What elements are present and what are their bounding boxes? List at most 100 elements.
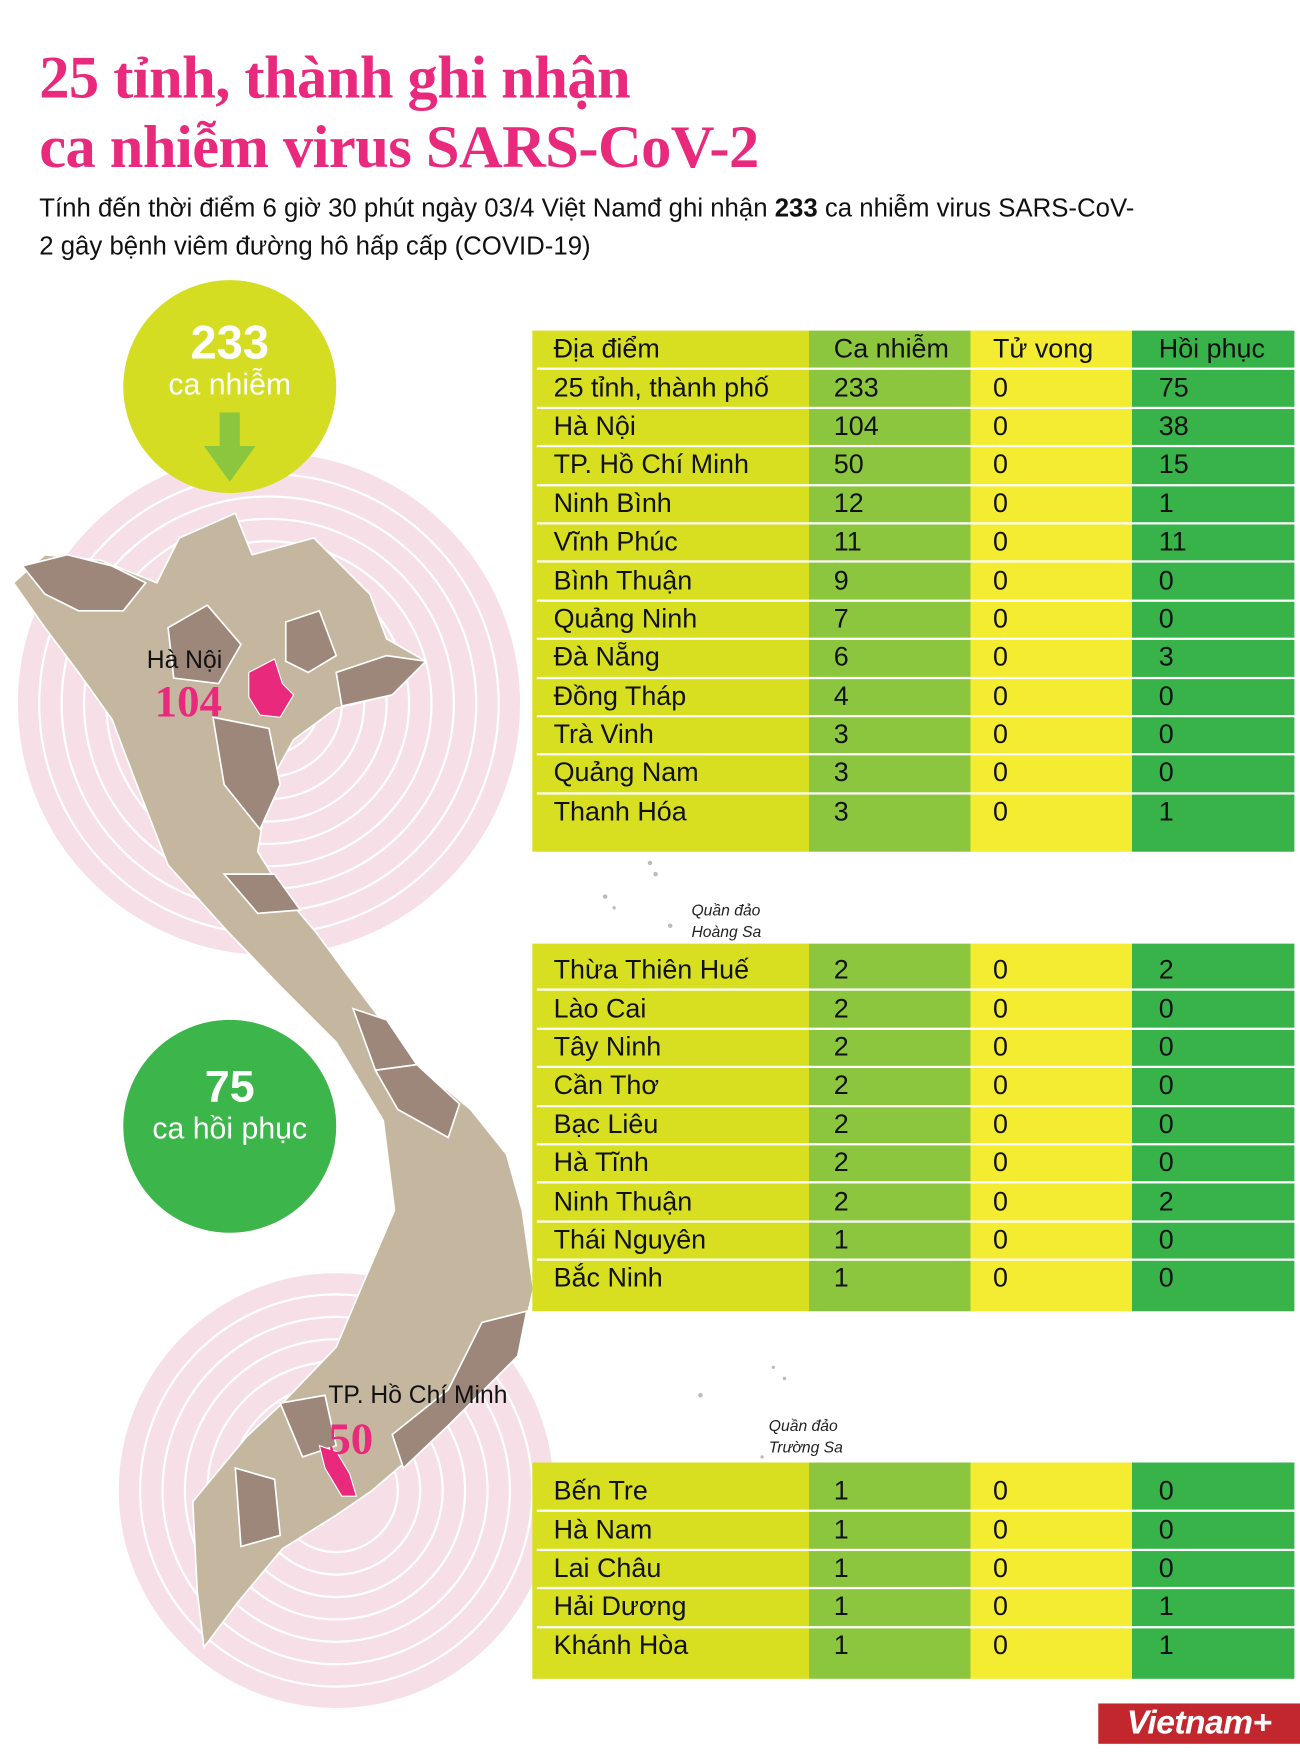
cell-deaths: 0 <box>992 411 1008 442</box>
cases-table-part-3: Bến Tre 1 0 0 Hà Nam 1 0 0 Lai Châu 1 0 0 Hải Dương 1… <box>532 1462 1295 1679</box>
cell-deaths: 0 <box>992 1263 1008 1294</box>
cell-location: Cần Thơ <box>553 1070 659 1101</box>
cell-recovered: 1 <box>1158 796 1174 827</box>
table-row: Hà Nam 1 0 0 <box>532 1511 1295 1552</box>
cell-recovered: 11 <box>1158 526 1187 558</box>
paracel-line-2: Hoàng Sa <box>691 922 762 941</box>
cell-infected: 1 <box>833 1476 849 1507</box>
cell-deaths: 0 <box>992 719 1008 750</box>
cell-recovered: 75 <box>1158 372 1189 403</box>
cell-deaths: 0 <box>992 1514 1008 1545</box>
cell-location: Hà Tĩnh <box>553 1147 649 1179</box>
title-line-1: 25 tỉnh, thành ghi nhận <box>39 43 631 111</box>
cell-location: Quảng Ninh <box>553 603 698 635</box>
cell-infected: 2 <box>833 955 849 986</box>
cell-deaths: 0 <box>992 758 1008 789</box>
cell-deaths: 0 <box>992 1147 1008 1179</box>
table-row: Thừa Thiên Huế 2 0 2 <box>532 951 1295 992</box>
cell-location: TP. Hồ Chí Minh <box>553 449 749 481</box>
cell-infected: 2 <box>833 1109 849 1140</box>
cell-recovered: 38 <box>1158 411 1189 442</box>
cases-table-part-1: Địa điểm Ca nhiễm Tử vong Hồi phục 25 tỉ… <box>532 330 1295 852</box>
cell-infected: 9 <box>833 565 849 596</box>
cell-recovered: 1 <box>1158 1591 1174 1623</box>
cell-recovered: 3 <box>1158 642 1174 673</box>
table-row: Hải Dương 1 0 1 <box>532 1588 1295 1629</box>
cell-infected: 1 <box>833 1514 849 1545</box>
cell-infected: 2 <box>833 1032 849 1063</box>
cell-infected: 12 <box>833 488 864 519</box>
cell-deaths: 0 <box>992 1109 1008 1140</box>
cell-deaths: 0 <box>992 372 1008 403</box>
cell-location: Thừa Thiên Huế <box>553 955 750 986</box>
recovered-summary-badge: 75 ca hồi phục <box>123 1019 337 1233</box>
table-row: Khánh Hòa 1 0 1 <box>532 1627 1294 1666</box>
infected-summary-badge: 233 ca nhiễm <box>123 280 337 494</box>
cell-recovered: 1 <box>1158 488 1174 519</box>
recovered-count: 75 <box>204 1062 255 1112</box>
cell-deaths: 0 <box>992 955 1008 986</box>
hanoi-region <box>248 658 295 718</box>
title-line-2: ca nhiễm virus SARS-CoV-2 <box>39 113 759 181</box>
table-row: Ninh Bình 12 0 1 <box>532 485 1295 525</box>
table-row: Lào Cai 2 0 0 <box>532 990 1295 1031</box>
cell-infected: 1 <box>833 1553 849 1584</box>
cell-deaths: 0 <box>992 526 1008 558</box>
header-recovered: Hồi phục <box>1158 334 1265 365</box>
cell-recovered: 0 <box>1158 681 1174 712</box>
cell-infected: 4 <box>833 681 849 712</box>
cell-deaths: 0 <box>992 449 1008 481</box>
table-row: Bến Tre 1 0 0 <box>532 1473 1295 1513</box>
table-row: Lai Châu 1 0 0 <box>532 1550 1295 1590</box>
cell-recovered: 0 <box>1158 993 1174 1024</box>
table-row: Hà Tĩnh 2 0 0 <box>532 1144 1295 1185</box>
cell-deaths: 0 <box>992 1032 1008 1063</box>
cell-infected: 2 <box>833 993 849 1024</box>
cell-infected: 104 <box>833 411 879 442</box>
table-row: TP. Hồ Chí Minh 50 0 15 <box>532 446 1295 487</box>
spratly-line-2: Trường Sa <box>768 1437 843 1456</box>
cases-table-part-2: Thừa Thiên Huế 2 0 2 Lào Cai 2 0 0 Tây Ninh 2 0 0 Cầ… <box>532 943 1295 1312</box>
cell-location: 25 tỉnh, thành phố <box>553 372 769 403</box>
cell-infected: 6 <box>833 642 849 673</box>
cell-recovered: 0 <box>1158 1070 1174 1101</box>
cell-recovered: 1 <box>1158 1630 1174 1661</box>
arrow-down-icon <box>203 412 256 482</box>
header-deaths: Tử vong <box>992 334 1094 365</box>
cell-recovered: 0 <box>1158 1553 1174 1584</box>
cell-recovered: 2 <box>1158 955 1174 986</box>
table-row: Quảng Ninh 7 0 0 <box>532 600 1295 641</box>
table-row: Bình Thuận 9 0 0 <box>532 562 1295 602</box>
hanoi-label: Hà Nội <box>146 645 223 674</box>
hanoi-count: 104 <box>154 675 222 727</box>
cell-location: Ninh Bình <box>553 488 672 519</box>
table-row: 25 tỉnh, thành phố 233 0 75 <box>532 369 1295 410</box>
cell-location: Lai Châu <box>553 1553 662 1584</box>
table-row: Trà Vinh 3 0 0 <box>532 716 1295 757</box>
table-row: Bạc Liêu 2 0 0 <box>532 1106 1295 1146</box>
cell-location: Đà Nẵng <box>553 642 660 673</box>
cell-recovered: 0 <box>1158 719 1174 750</box>
table-row: Đồng Tháp 4 0 0 <box>532 677 1295 718</box>
infected-label: ca nhiễm <box>168 367 292 402</box>
cell-location: Hà Nam <box>553 1514 653 1545</box>
cell-deaths: 0 <box>992 565 1008 596</box>
cell-infected: 1 <box>833 1263 849 1294</box>
cell-recovered: 2 <box>1158 1186 1174 1217</box>
table-row: Tây Ninh 2 0 0 <box>532 1029 1295 1069</box>
island-dots <box>602 860 787 1459</box>
cell-deaths: 0 <box>992 1070 1008 1101</box>
cell-infected: 2 <box>833 1070 849 1101</box>
cell-deaths: 0 <box>992 1630 1008 1661</box>
cell-deaths: 0 <box>992 603 1008 635</box>
cell-recovered: 0 <box>1158 1476 1174 1507</box>
cell-location: Hà Nội <box>553 411 636 442</box>
cell-infected: 50 <box>833 449 864 481</box>
cell-recovered: 0 <box>1158 1263 1174 1294</box>
cell-location: Khánh Hòa <box>553 1630 689 1661</box>
cell-infected: 3 <box>833 796 849 827</box>
cell-deaths: 0 <box>992 1553 1008 1584</box>
table-row: Bắc Ninh 1 0 0 <box>532 1260 1294 1299</box>
cell-recovered: 0 <box>1158 1032 1174 1063</box>
